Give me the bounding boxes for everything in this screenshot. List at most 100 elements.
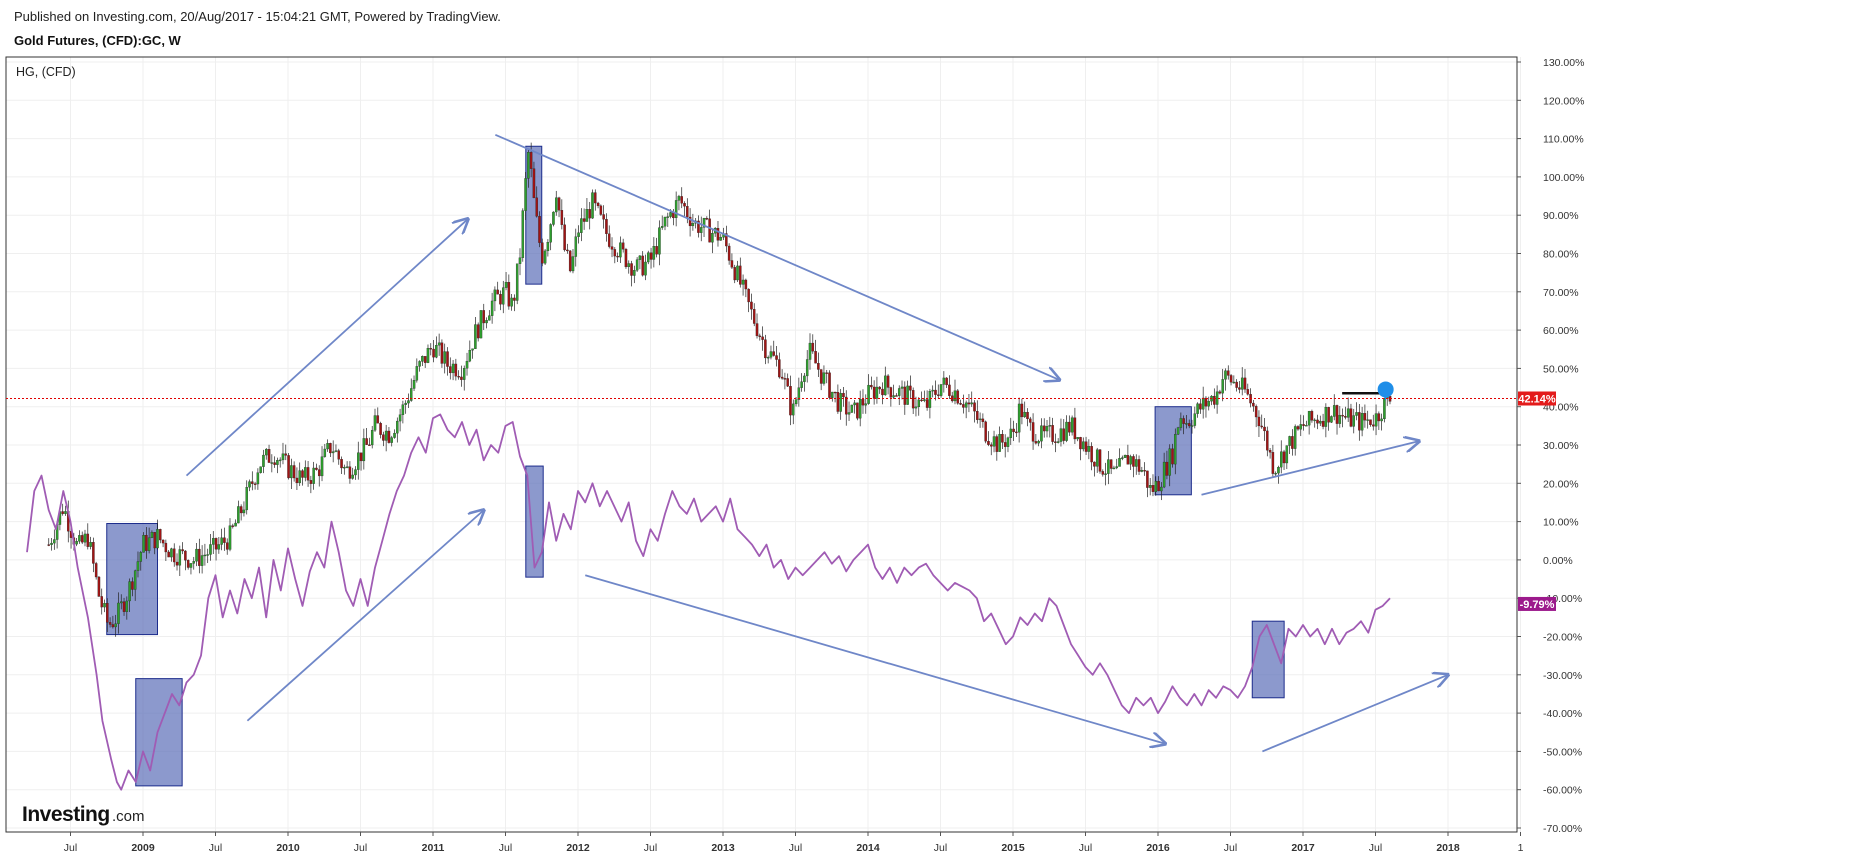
candle-body <box>206 554 209 556</box>
candle-body <box>934 389 937 395</box>
candle-body <box>471 348 474 351</box>
candle-body <box>750 301 753 310</box>
trend-arrow[interactable] <box>185 219 468 477</box>
candle-body <box>1123 455 1127 458</box>
candle-body <box>1157 480 1160 492</box>
candle-body <box>354 469 357 476</box>
highlight-box[interactable] <box>135 678 183 787</box>
candle-body <box>733 267 736 281</box>
candle-body <box>159 529 162 541</box>
candle-body <box>978 418 982 421</box>
candle-body <box>663 216 667 227</box>
candle-body <box>1266 430 1269 451</box>
candle-body <box>462 368 466 380</box>
candle-body <box>560 210 564 225</box>
candle-body <box>1324 407 1328 427</box>
candle-body <box>178 549 182 566</box>
published-line: Published on Investing.com, 20/Aug/2017 … <box>14 9 501 24</box>
candle-body <box>348 466 352 479</box>
candle-body <box>510 297 513 307</box>
candle-body <box>504 282 508 288</box>
candle-body <box>702 218 706 228</box>
candle-body <box>822 372 826 384</box>
axes: 130.00%120.00%110.00%100.00%90.00%80.00%… <box>5 56 1584 854</box>
candle-body <box>596 202 600 207</box>
candle-body <box>75 541 78 545</box>
x-tick-label: Jul <box>1079 842 1092 854</box>
investing-logo[interactable]: Investing .com <box>22 803 145 826</box>
candle-body <box>669 212 672 217</box>
candle-body <box>814 351 817 364</box>
candle-body <box>1174 434 1177 465</box>
price-pin-icon[interactable] <box>1377 381 1394 401</box>
candle-body <box>842 393 845 398</box>
candle-body <box>376 415 380 424</box>
y-tick-label: -50.00% <box>1543 746 1582 758</box>
candle-body <box>964 402 968 408</box>
candle-body <box>736 265 739 281</box>
highlight-box[interactable] <box>525 465 544 578</box>
candle-body <box>103 603 106 608</box>
candle-body <box>1073 417 1077 440</box>
candle-body <box>518 257 522 264</box>
candle-body <box>331 451 335 454</box>
candle-body <box>460 376 463 380</box>
trend-arrow[interactable] <box>246 510 483 722</box>
candle-body <box>365 438 368 445</box>
candle-body <box>465 360 469 369</box>
candle-body <box>850 404 854 413</box>
candle-body <box>1229 375 1233 383</box>
candle-body <box>273 462 276 465</box>
trend-arrow[interactable] <box>494 133 1059 380</box>
candle-body <box>304 467 307 478</box>
candle-body <box>147 537 151 551</box>
candle-body <box>619 242 622 258</box>
candle-body <box>853 402 856 406</box>
trend-arrow[interactable] <box>1201 441 1420 496</box>
candle-body <box>594 192 597 204</box>
candle-body <box>446 351 449 367</box>
trend-arrow[interactable] <box>1262 675 1448 753</box>
last-value-badge: 42.14% <box>1518 391 1556 406</box>
candle-body <box>800 381 803 388</box>
candle-body <box>1221 379 1224 394</box>
candle-body <box>1006 437 1010 447</box>
candle-body <box>1026 411 1029 420</box>
candle-body <box>928 390 932 408</box>
candle-body <box>1335 405 1339 424</box>
candle-body <box>1187 423 1191 427</box>
candle-body <box>633 270 636 276</box>
candle-body <box>490 300 494 316</box>
candle-body <box>337 450 340 460</box>
candle-body <box>231 525 235 527</box>
series-legend-label[interactable]: HG, (CFD) <box>16 65 76 79</box>
candle-body <box>117 602 120 624</box>
candle-body <box>64 511 67 514</box>
candle-body <box>1104 473 1107 475</box>
candle-body <box>1355 412 1358 416</box>
candle-body <box>203 554 207 557</box>
candle-body <box>334 450 338 452</box>
candle-body <box>574 236 578 257</box>
candle-body <box>538 216 541 243</box>
x-tick-label: 2018 <box>1436 842 1460 854</box>
candle-body <box>652 246 656 260</box>
candle-body <box>513 297 516 301</box>
candle-body <box>917 399 921 408</box>
candle-body <box>251 481 254 484</box>
candle-body <box>797 387 801 400</box>
candle-body <box>546 242 550 252</box>
candle-body <box>449 366 452 374</box>
candle-body <box>323 448 327 457</box>
candle-body <box>1132 456 1135 467</box>
candle-body <box>1213 395 1216 405</box>
candle-body <box>479 310 483 339</box>
candle-body <box>357 452 360 470</box>
candle-body <box>571 256 575 272</box>
candle-body <box>923 399 926 401</box>
candle-body <box>276 460 279 465</box>
trend-arrow[interactable] <box>584 574 1165 744</box>
candle-body <box>973 402 976 412</box>
gc-series-line[interactable] <box>26 413 1391 791</box>
